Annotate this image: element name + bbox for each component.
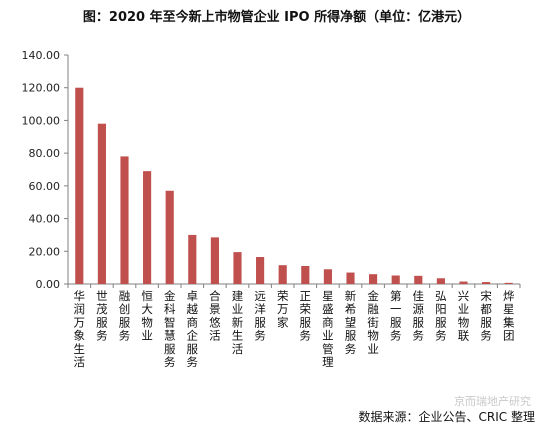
bar bbox=[233, 252, 242, 284]
x-tick-label: 金融街物业 bbox=[367, 289, 379, 356]
y-tick-label: 100.00 bbox=[22, 114, 61, 127]
bar bbox=[210, 237, 219, 284]
x-tick-label: 恒大物业 bbox=[141, 289, 153, 343]
bar bbox=[436, 278, 445, 284]
bar bbox=[391, 275, 400, 284]
bar bbox=[143, 171, 152, 284]
y-tick-label: 40.00 bbox=[29, 213, 61, 226]
y-tick-label: 120.00 bbox=[22, 82, 61, 95]
x-tick-label: 卓越商企服务 bbox=[187, 289, 199, 369]
source-note: 数据来源：企业公告、CRIC 整理 bbox=[358, 410, 535, 424]
x-tick-label: 正荣服务 bbox=[300, 289, 312, 343]
bar bbox=[301, 266, 310, 284]
bar bbox=[323, 269, 332, 284]
x-tick-label: 佳源服务 bbox=[413, 289, 425, 343]
bar bbox=[75, 87, 84, 284]
bar bbox=[97, 123, 106, 284]
watermark: 京而瑞地产研究 bbox=[454, 395, 531, 408]
bar bbox=[414, 275, 423, 284]
x-tick-label: 宋都服务 bbox=[480, 289, 492, 343]
x-tick-label: 星盛商业管理 bbox=[322, 289, 334, 369]
x-tick-label: 建业新生活 bbox=[232, 289, 244, 356]
x-tick-label: 远洋服务 bbox=[254, 289, 266, 343]
y-tick-label: 0.00 bbox=[36, 278, 61, 291]
bar bbox=[188, 234, 197, 284]
x-tick-label: 兴业物联 bbox=[458, 289, 470, 343]
y-tick-label: 80.00 bbox=[29, 147, 61, 160]
chart-title: 图：2020 年至今新上市物管企业 IPO 所得净额（单位：亿港元） bbox=[82, 10, 471, 25]
bar bbox=[165, 190, 174, 284]
bar bbox=[369, 274, 378, 284]
x-tick-label: 世茂服务 bbox=[96, 289, 108, 343]
x-tick-label: 荣万家 bbox=[277, 289, 289, 329]
x-tick-label: 华润万象生活 bbox=[74, 289, 86, 369]
bar bbox=[482, 282, 491, 284]
x-tick-label: 合景悠活 bbox=[209, 289, 221, 343]
y-tick-label: 140.00 bbox=[22, 49, 61, 62]
x-tick-label: 第一服务 bbox=[390, 289, 402, 343]
x-tick-label: 新希望服务 bbox=[345, 289, 357, 356]
x-tick-label: 弘阳服务 bbox=[435, 289, 447, 343]
bar bbox=[346, 272, 355, 284]
y-tick-label: 60.00 bbox=[29, 180, 61, 193]
x-tick-label: 融创服务 bbox=[119, 289, 131, 343]
x-tick-label: 金科智慧服务 bbox=[164, 289, 176, 369]
bar bbox=[278, 265, 287, 284]
bar bbox=[459, 281, 468, 284]
bar bbox=[256, 257, 265, 284]
y-tick-label: 20.00 bbox=[29, 245, 61, 258]
bar bbox=[120, 156, 129, 284]
bar bbox=[504, 282, 513, 284]
x-tick-label: 烨星集团 bbox=[503, 289, 515, 343]
